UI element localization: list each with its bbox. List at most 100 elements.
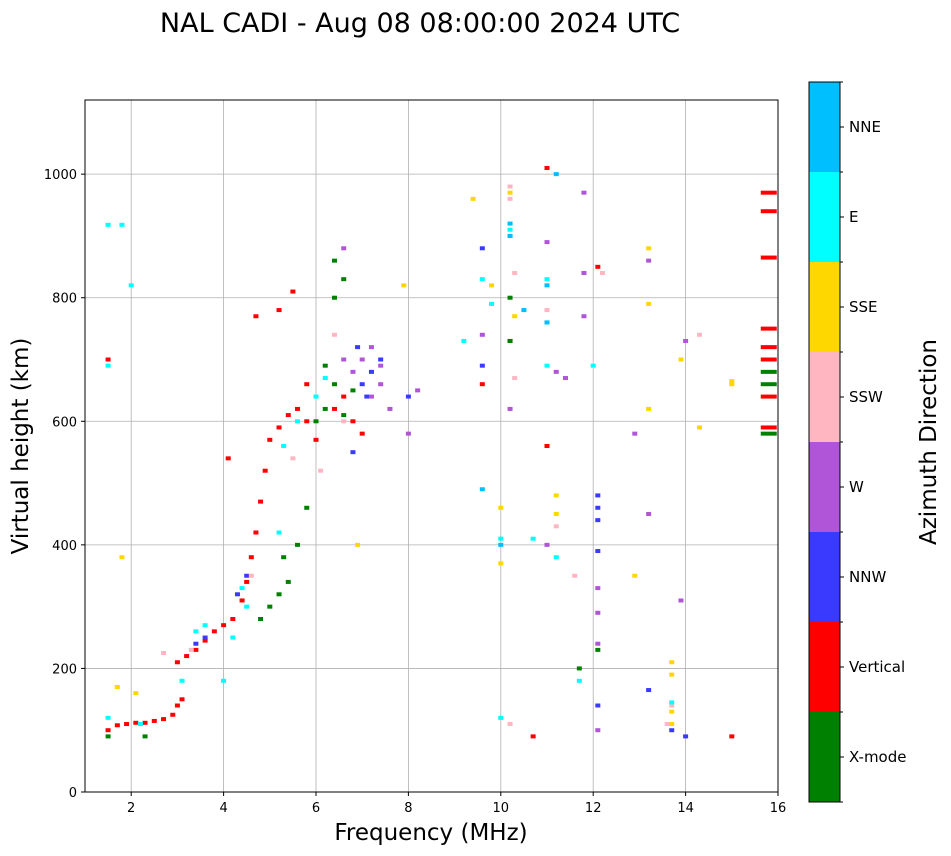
x-tick-label: 8 <box>404 801 412 816</box>
data-point-ssw <box>188 647 194 652</box>
data-point-nnw <box>479 246 485 251</box>
data-point-x-mode <box>760 369 777 374</box>
data-point-nne <box>479 487 485 492</box>
data-point-e <box>461 338 467 343</box>
data-point-vertical <box>174 703 180 708</box>
data-point-vertical <box>267 437 273 442</box>
data-point-x-mode <box>295 542 301 547</box>
data-point-ssw <box>507 184 513 189</box>
data-point-e <box>498 536 504 541</box>
data-point-e <box>295 419 301 424</box>
data-point-sse <box>133 691 139 696</box>
data-point-nnw <box>669 728 675 733</box>
data-point-w <box>341 246 347 251</box>
data-point-w <box>632 431 638 436</box>
data-point-ssw <box>664 722 670 727</box>
data-point-e <box>105 222 111 227</box>
data-point-w <box>378 363 384 368</box>
x-tick-label: 12 <box>585 801 602 816</box>
data-point-x-mode <box>331 258 337 263</box>
data-point-sse <box>114 684 120 689</box>
data-point-e <box>322 376 328 381</box>
data-point-vertical <box>760 357 777 362</box>
data-point-e <box>221 678 227 683</box>
data-point-vertical <box>244 579 250 584</box>
data-point-e <box>137 722 143 727</box>
data-point-vertical <box>295 406 301 411</box>
data-point-ssw <box>572 573 578 578</box>
y-tick-label: 600 <box>52 415 77 430</box>
colorbar-swatch <box>809 172 840 262</box>
data-point-e <box>105 363 111 368</box>
data-point-vertical <box>479 382 485 387</box>
data-point-x-mode <box>331 295 337 300</box>
data-point-nnw <box>595 505 601 510</box>
data-point-vertical <box>304 382 310 387</box>
data-point-x-mode <box>760 431 777 436</box>
data-point-w <box>581 314 587 319</box>
data-point-w <box>415 388 421 393</box>
data-point-sse <box>678 357 684 362</box>
data-point-vertical <box>331 406 337 411</box>
chart-title: NAL CADI - Aug 08 08:00:00 2024 UTC <box>160 8 680 39</box>
colorbar-swatch <box>809 622 840 712</box>
data-point-nnw <box>479 363 485 368</box>
data-point-x-mode <box>105 734 111 739</box>
data-point-ssw <box>290 456 296 461</box>
x-tick-label: 10 <box>493 801 510 816</box>
data-point-x-mode <box>507 338 513 343</box>
data-point-nne <box>544 283 550 288</box>
data-point-sse <box>669 722 675 727</box>
data-point-vertical <box>760 326 777 331</box>
data-point-nnw <box>364 394 370 399</box>
y-axis: 0 200 400 600 800 1000 <box>44 168 85 801</box>
data-point-w <box>562 376 568 381</box>
data-point-nne <box>498 542 504 547</box>
colorbar-category-label: SSW <box>849 388 883 406</box>
data-point-sse <box>470 196 476 201</box>
data-point-nnw <box>405 394 411 399</box>
data-point-ssw <box>507 722 513 727</box>
data-point-sse <box>669 709 675 714</box>
data-point-vertical <box>359 431 365 436</box>
data-point-vertical <box>174 660 180 665</box>
colorbar-label: Azimuth Direction <box>916 339 942 545</box>
x-tick-label: 14 <box>677 801 694 816</box>
data-point-w <box>595 641 601 646</box>
data-point-ssw <box>512 376 518 381</box>
data-point-nnw <box>359 382 365 387</box>
data-point-vertical <box>313 437 319 442</box>
data-point-sse <box>669 672 675 677</box>
data-point-vertical <box>221 623 227 628</box>
data-point-vertical <box>161 717 167 722</box>
data-point-vertical <box>760 209 777 214</box>
y-tick-label: 400 <box>52 539 77 554</box>
data-point-x-mode <box>322 406 328 411</box>
colorbar-swatch <box>809 262 840 352</box>
data-point-e <box>489 301 495 306</box>
data-point-sse <box>646 246 652 251</box>
data-point-w <box>350 369 356 374</box>
data-point-w <box>368 345 374 350</box>
data-point-nne <box>544 320 550 325</box>
data-point-vertical <box>114 723 120 728</box>
colorbar-category-label: Vertical <box>849 658 905 676</box>
colorbar-swatch <box>809 82 840 172</box>
data-point-w <box>581 271 587 275</box>
data-point-ssw <box>341 419 347 424</box>
data-point-ssw <box>553 524 559 529</box>
data-point-vertical <box>142 720 148 725</box>
data-point-x-mode <box>341 413 347 418</box>
colorbar-category-label: E <box>849 208 858 226</box>
data-point-ssw <box>696 332 702 337</box>
data-point-w <box>405 431 411 436</box>
data-point-vertical <box>290 289 296 294</box>
data-point-x-mode <box>760 382 777 387</box>
data-point-vertical <box>248 555 254 560</box>
data-point-vertical <box>285 413 291 418</box>
data-point-nnw <box>595 703 601 708</box>
y-tick-label: 200 <box>52 662 77 677</box>
data-point-w <box>359 357 365 362</box>
data-point-vertical <box>276 308 282 313</box>
data-point-vertical <box>211 629 217 634</box>
